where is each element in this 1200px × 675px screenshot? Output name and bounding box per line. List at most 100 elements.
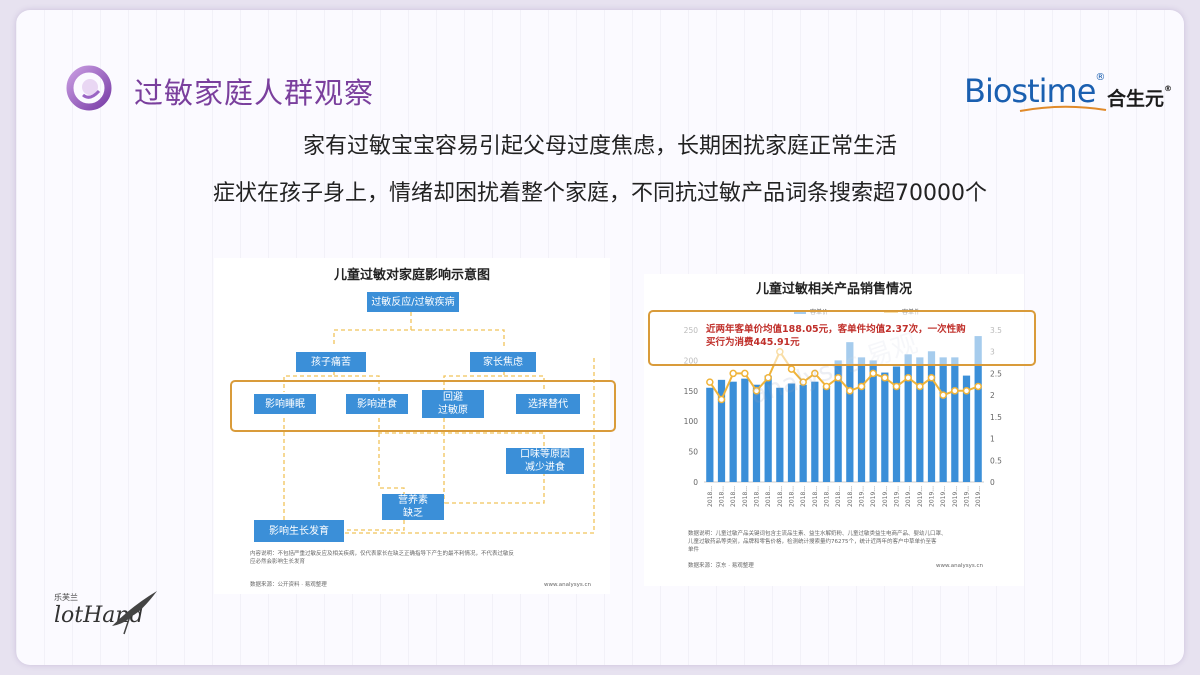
x-tick-label: 2019...: [975, 486, 982, 507]
x-tick-label: 2019...: [929, 486, 936, 507]
diagram-source: 数据来源：公开资料 · 易观整理: [250, 582, 327, 588]
lotland-logo-cn: 乐芙兰: [54, 593, 78, 602]
x-tick-label: 2018...: [824, 486, 831, 507]
x-tick-label: 2018...: [777, 486, 784, 507]
line-point: [846, 387, 854, 395]
line-point: [787, 365, 796, 373]
x-tick-label: 2018...: [789, 486, 796, 507]
chart-site: www.analysys.cn: [936, 563, 983, 569]
y-left-tick-label: 0: [693, 478, 698, 487]
family-impact-diagram: 儿童过敏对家庭影响示意图 过敏反应/过敏疾病 孩子痛苦 家长焦虑 影响睡眠: [214, 258, 610, 594]
node-avoid-allergen: 回避 过敏原: [422, 390, 484, 418]
x-tick-label: 2018...: [707, 486, 714, 507]
x-tick-label: 2019...: [905, 486, 912, 507]
bar: [939, 357, 947, 482]
chart-notes-line-3: 单件: [688, 547, 700, 553]
brand-cn: 合生元®: [1107, 84, 1172, 111]
diagram-connectors: [283, 312, 595, 534]
line-point: [811, 369, 819, 378]
x-tick-label: 2018...: [800, 486, 807, 507]
x-tick-label: 2019...: [940, 486, 947, 507]
line-point: [764, 374, 772, 382]
line-point: [706, 378, 714, 386]
bird-logo-icon: [112, 591, 157, 635]
diagram-notes: 内容说明：不包括严重过敏反应及相关疾病，仅代表家长在缺乏正确指导下产生的最不利情…: [250, 550, 600, 566]
bar: [811, 381, 819, 482]
lotland-logo: 乐芙兰 lotHand: [54, 592, 144, 628]
line-point: [799, 378, 807, 386]
x-tick-label: 2019...: [859, 486, 866, 507]
chart-notes-line-2: 儿童过敏药品等类别，品牌和零售价格，检测统计搜索量约76275个，统计近两年的客…: [688, 539, 937, 545]
y-left-tick-label: 50: [688, 448, 698, 457]
node-alternative: 选择替代: [516, 394, 580, 414]
x-tick-label: 2018...: [754, 486, 761, 507]
bar: [916, 357, 924, 482]
y-right-tick-label: 1.5: [990, 413, 1002, 422]
brand-name: Biostime: [964, 72, 1096, 110]
y-right-tick-label: 0: [990, 478, 995, 487]
line-point: [834, 374, 842, 382]
headline-line-1: 家有过敏宝宝容易引起父母过度焦虑，长期困扰家庭正常生活: [302, 134, 897, 159]
bar: [752, 384, 761, 482]
line-point: [962, 387, 971, 395]
diagram-title: 儿童过敏对家庭影响示意图: [333, 268, 490, 283]
x-tick-label: 2018...: [730, 486, 737, 507]
x-tick-label: 2018...: [812, 486, 819, 507]
brand-reg-mark: ®: [1095, 72, 1105, 83]
bar: [729, 381, 737, 482]
node-child-pain: 孩子痛苦: [296, 352, 366, 372]
bar: [787, 383, 796, 482]
x-tick-label: 2018...: [847, 486, 854, 507]
line-point: [927, 374, 936, 382]
bar: [741, 378, 749, 482]
y-right-tick-label: 2: [990, 391, 995, 400]
node-sleep: 影响睡眠: [254, 394, 316, 414]
page-title: 过敏家庭人群观察: [134, 76, 375, 110]
diagram-notes-line-1: 内容说明：不包括严重过敏反应及相关疾病，仅代表家长在缺乏正确指导下产生的最不利情…: [250, 551, 515, 557]
x-tick-label: 2018...: [719, 486, 726, 507]
line-point: [729, 369, 737, 378]
bar: [776, 387, 784, 482]
node-nutrition-line-2: 缺乏: [403, 508, 423, 519]
node-taste-line-1: 口味等原因: [520, 449, 570, 460]
line-point: [752, 387, 761, 395]
x-tick-label: 2019...: [882, 486, 889, 507]
brand-cn-text: 合生元: [1107, 88, 1165, 110]
bar: [764, 375, 772, 482]
y-right-tick-label: 1: [990, 435, 995, 444]
chart-callout: 近两年客单价均值188.05元，客单件均值2.37次，一次性购 买行为消费445…: [706, 323, 1006, 349]
bar: [881, 372, 889, 482]
line-point: [974, 382, 982, 391]
line-point: [939, 391, 947, 399]
headline-line-2: 症状在孩子身上，情绪却困扰着整个家庭，不同抗过敏产品词条搜索超70000个: [213, 181, 987, 206]
node-avoid-allergen-line-1: 回避: [443, 392, 463, 403]
x-tick-label: 2019...: [952, 486, 959, 507]
y-left-tick-label: 100: [684, 417, 699, 426]
node-nutrition-deficit: 营养素 缺乏: [382, 494, 444, 520]
line-point: [869, 369, 877, 378]
line-point: [822, 382, 831, 391]
line-point: [951, 387, 959, 395]
line-point: [916, 382, 924, 391]
bar: [717, 379, 726, 482]
bar: [857, 357, 866, 482]
line-point: [717, 395, 726, 404]
bar: [892, 366, 901, 482]
node-growth: 影响生长发育: [254, 520, 344, 542]
chart-notes-line-1: 数据说明：儿童过敏产品关键词包含主流品生素、益生水解奶粉、儿童过敏类益生电商产品…: [688, 531, 947, 537]
chart-callout-box: [648, 310, 1036, 366]
bar: [869, 360, 877, 482]
line-point: [741, 369, 749, 378]
line-point: [892, 382, 901, 391]
slide: 过敏家庭人群观察 Biostime® 合生元® 家有过敏宝宝容易引起父母过度焦虑…: [16, 10, 1184, 665]
bar: [846, 342, 854, 482]
chart-title: 儿童过敏相关产品销售情况: [755, 282, 912, 297]
line-point: [881, 374, 889, 382]
x-tick-label: 2018...: [742, 486, 749, 507]
bar: [962, 375, 971, 482]
chart-callout-line-1: 近两年客单价均值188.05元，客单件均值2.37次，一次性购: [706, 324, 966, 335]
x-tick-label: 2018...: [835, 486, 842, 507]
chart-source: 数据来源：京东 · 易观整理: [688, 563, 754, 569]
x-tick-label: 2018...: [765, 486, 772, 507]
line-point: [904, 374, 912, 382]
